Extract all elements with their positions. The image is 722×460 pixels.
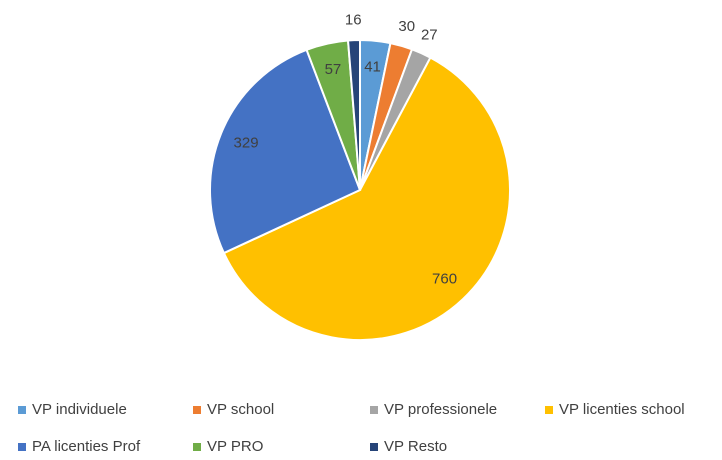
- legend-label: VP PRO: [207, 438, 263, 455]
- data-label: 57: [325, 61, 342, 78]
- pie-slice: [222, 56, 511, 341]
- pie-slice: [209, 48, 362, 255]
- legend-swatch: [193, 406, 201, 414]
- legend-label: VP licenties school: [559, 401, 685, 418]
- data-label: 16: [345, 12, 362, 29]
- legend-swatch: [193, 443, 201, 451]
- legend-label: VP individuele: [32, 401, 127, 418]
- data-label: 30: [398, 18, 415, 35]
- legend-swatch: [370, 406, 378, 414]
- legend-label: VP school: [207, 401, 274, 418]
- legend-swatch: [370, 443, 378, 451]
- data-label: 760: [432, 270, 457, 287]
- legend-label: VP Resto: [384, 438, 447, 455]
- legend-swatch: [545, 406, 553, 414]
- legend-swatch: [18, 443, 26, 451]
- legend-swatch: [18, 406, 26, 414]
- pie-slice: [346, 38, 361, 191]
- data-label: 27: [421, 26, 438, 43]
- legend-label: VP professionele: [384, 401, 497, 418]
- data-label: 41: [364, 59, 381, 76]
- data-label: 329: [234, 135, 259, 152]
- legend-label: PA licenties Prof: [32, 438, 141, 455]
